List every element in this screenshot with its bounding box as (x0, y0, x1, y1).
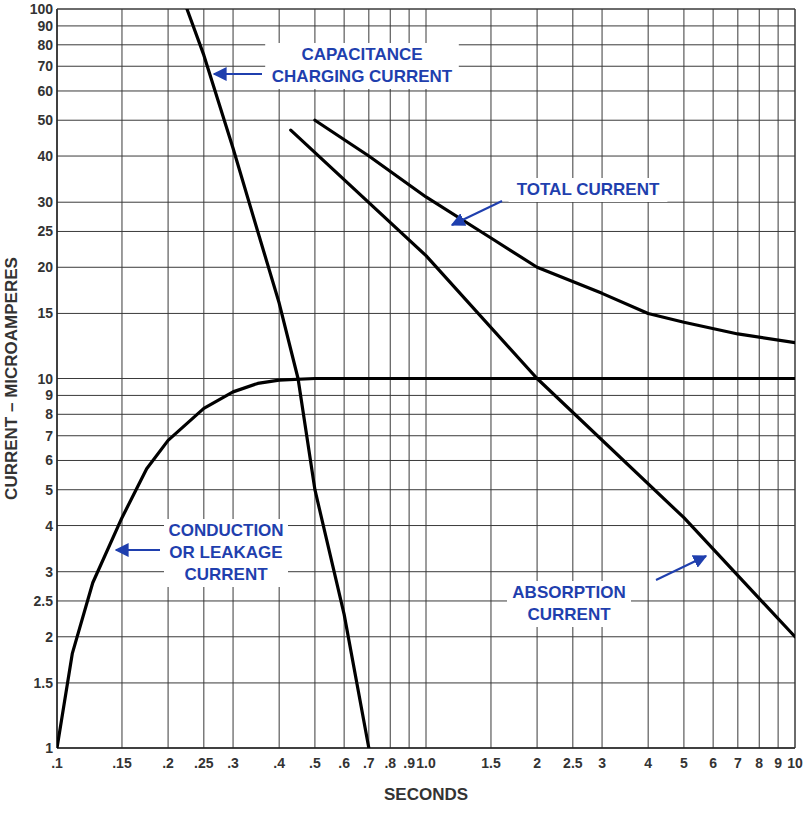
y-axis-title: CURRENT – MICROAMPERES (2, 257, 21, 500)
tick-labels: .1.15.2.25.3.4.5.6.7.8.91.01.522.5345678… (30, 1, 803, 771)
y-tick-label: 100 (30, 1, 54, 17)
y-tick-label: 3 (45, 564, 53, 580)
y-tick-label: 4 (45, 518, 53, 534)
series-label: CONDUCTION OR LEAKAGE CURRENT (168, 521, 283, 584)
y-tick-label: 90 (37, 18, 53, 34)
x-tick-label: 8 (755, 755, 763, 771)
x-tick-label: .5 (309, 755, 321, 771)
series-label-line: TOTAL CURRENT (517, 180, 660, 199)
y-grid-line (57, 414, 795, 415)
y-tick-label: 50 (37, 112, 53, 128)
y-grid-line (57, 90, 795, 91)
series-label-line: CURRENT (527, 605, 611, 624)
series-label-line: CAPACITANCE (301, 45, 422, 64)
y-grid-line (57, 267, 795, 268)
y-tick-label: 15 (37, 305, 53, 321)
y-grid-line (57, 395, 795, 396)
y-tick-label: 5 (45, 482, 53, 498)
x-tick-label: 6 (709, 755, 717, 771)
y-tick-label: 70 (37, 58, 53, 74)
x-tick-label: 1.0 (416, 755, 436, 771)
x-tick-label: .25 (194, 755, 214, 771)
y-tick-label: 20 (37, 259, 53, 275)
y-tick-label: 60 (37, 83, 53, 99)
series-label-line: OR LEAKAGE (169, 543, 282, 562)
series-label-line: CHARGING CURRENT (272, 67, 453, 86)
annotation-arrow (116, 549, 160, 551)
series-label-line: ABSORPTION (512, 583, 625, 602)
grid (57, 9, 795, 748)
x-tick-label: 5 (680, 755, 688, 771)
y-tick-label: 80 (37, 37, 53, 53)
y-grid-line (57, 9, 795, 10)
curve (57, 379, 795, 749)
curves (57, 9, 795, 748)
series-label: CAPACITANCE CHARGING CURRENT (272, 45, 453, 86)
y-tick-label: 8 (45, 406, 53, 422)
series-label-line: CURRENT (184, 565, 268, 584)
y-grid-line (57, 682, 795, 683)
x-tick-label: .8 (384, 755, 396, 771)
y-grid-line (57, 435, 795, 436)
x-tick-label: 1.5 (481, 755, 501, 771)
annotation-arrow (452, 201, 502, 225)
x-tick-label: .1 (51, 755, 63, 771)
curve (291, 130, 795, 637)
x-tick-label: 10 (787, 755, 803, 771)
y-tick-label: 7 (45, 428, 53, 444)
x-tick-label: .3 (227, 755, 239, 771)
chart: .1.15.2.25.3.4.5.6.7.8.91.01.522.5345678… (0, 0, 808, 816)
x-tick-label: .9 (403, 755, 415, 771)
x-tick-label: .6 (338, 755, 350, 771)
y-grid-line (57, 748, 795, 749)
y-tick-label: 6 (45, 452, 53, 468)
y-tick-label: 1 (45, 740, 53, 756)
series-label: TOTAL CURRENT (517, 180, 660, 199)
annotation-background (507, 581, 631, 627)
annotation-arrow (656, 556, 706, 580)
annotation-background (265, 43, 459, 89)
y-grid-line (57, 489, 795, 490)
x-tick-label: 2.5 (563, 755, 583, 771)
y-grid-line (57, 120, 795, 121)
x-tick-label: 9 (774, 755, 782, 771)
y-grid-line (57, 156, 795, 157)
y-tick-label: 1.5 (34, 675, 54, 691)
x-grid-line (57, 9, 58, 748)
x-tick-label: .7 (363, 755, 375, 771)
y-tick-label: 10 (37, 371, 53, 387)
x-axis (57, 747, 795, 749)
x-tick-label: .15 (112, 755, 132, 771)
y-grid-line (57, 231, 795, 232)
y-grid-line (57, 25, 795, 26)
y-tick-label: 30 (37, 194, 53, 210)
series-label-line: CONDUCTION (168, 521, 283, 540)
annotation-background (509, 178, 668, 202)
annotation-arrow (214, 73, 262, 75)
x-tick-label: 7 (734, 755, 742, 771)
y-grid-line (57, 460, 795, 461)
series-label: ABSORPTION CURRENT (512, 583, 625, 624)
y-tick-label: 2.5 (34, 593, 54, 609)
x-tick-label: 4 (644, 755, 652, 771)
y-grid-line (57, 313, 795, 314)
y-grid-line (57, 202, 795, 203)
y-tick-label: 40 (37, 148, 53, 164)
y-tick-label: 2 (45, 629, 53, 645)
y-grid-line (57, 636, 795, 637)
y-tick-label: 9 (45, 387, 53, 403)
x-axis-title: SECONDS (384, 785, 468, 804)
x-tick-label: .2 (162, 755, 174, 771)
y-axis (56, 9, 58, 748)
x-tick-label: 2 (533, 755, 541, 771)
annotation-background (164, 519, 288, 587)
x-tick-label: 3 (598, 755, 606, 771)
frame (57, 9, 795, 10)
y-grid-line (57, 600, 795, 601)
curve (315, 120, 795, 342)
y-tick-label: 25 (37, 223, 53, 239)
x-tick-label: .4 (273, 755, 285, 771)
annotations: CAPACITANCE CHARGING CURRENT TOTAL CURRENT… (116, 43, 706, 627)
